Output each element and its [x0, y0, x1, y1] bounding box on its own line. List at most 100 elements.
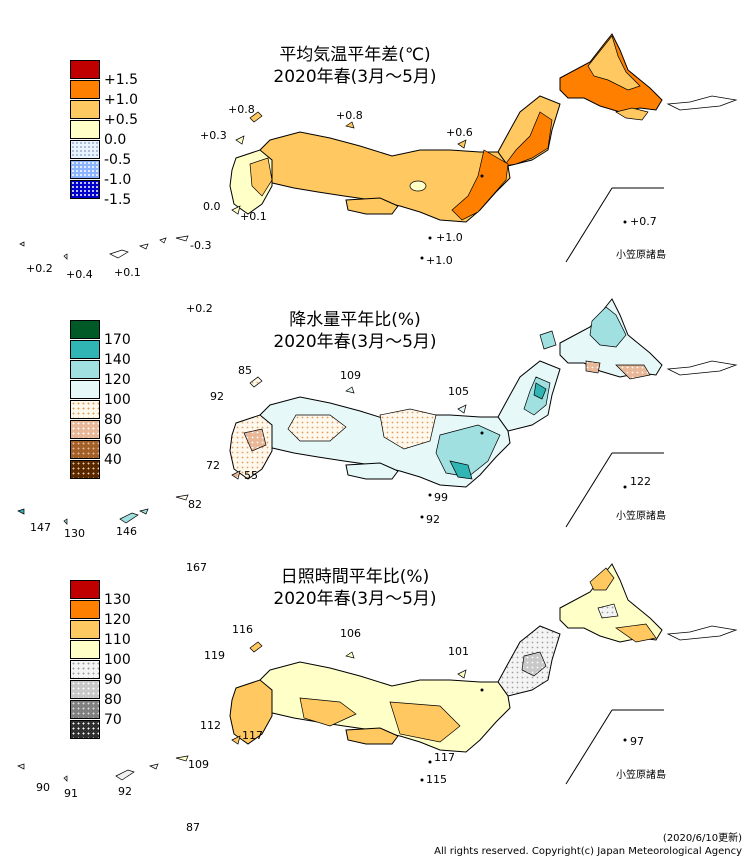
station-value: 109 [188, 758, 209, 771]
title-line2: 2020年春(3月～5月) [273, 332, 437, 352]
legend-label: 140 [104, 352, 131, 368]
station-value: 119 [204, 649, 225, 662]
station-value: 55 [244, 469, 258, 482]
station-value: 72 [206, 459, 220, 472]
station-value: 117 [434, 751, 455, 764]
station-value: +0.4 [66, 268, 93, 281]
legend-swatch [70, 620, 100, 639]
station-value: +0.6 [446, 126, 473, 139]
title-line1: 日照時間平年比(%) [280, 567, 430, 587]
station-value: 101 [448, 645, 469, 658]
station-value: 122 [630, 475, 651, 488]
station-value: 92 [426, 513, 440, 526]
temperature-map [19, 33, 738, 263]
station-value: 146 [116, 525, 137, 538]
legend-label: 0.0 [104, 132, 127, 148]
station-value: 116 [232, 623, 253, 636]
title-line1: 平均気温平年差(℃) [279, 45, 431, 65]
legend-swatch [70, 440, 100, 459]
legend-label: 170 [104, 332, 131, 348]
station-value: +0.3 [200, 129, 227, 142]
precipitation-ratio-panel: 降水量平年比(%) 2020年春(3月～5月) 170 140 120 100 … [0, 265, 750, 574]
station-value: +0.1 [240, 210, 267, 223]
title-line1: 降水量平年比(%) [289, 310, 421, 330]
legend: 170 140 120 100 80 60 40 [70, 320, 131, 480]
station-value: 90 [36, 781, 50, 794]
legend-swatch [70, 180, 100, 199]
legend-swatch [70, 320, 100, 339]
station-value: 106 [340, 627, 361, 640]
title-line2: 2020年春(3月～5月) [273, 67, 437, 87]
panel-title: 平均気温平年差(℃) 2020年春(3月～5月) [240, 44, 470, 88]
legend-swatch [70, 420, 100, 439]
legend-label: 100 [104, 392, 131, 408]
copyright: All rights reserved. Copyright(c) Japan … [434, 846, 742, 857]
legend-label: -1.0 [104, 172, 132, 188]
station-value: 82 [188, 498, 202, 511]
station-value: +0.8 [228, 103, 255, 116]
station-value: 130 [64, 527, 85, 540]
legend-swatch [70, 100, 100, 119]
station-value: +1.0 [436, 231, 463, 244]
legend-swatch [70, 140, 100, 159]
precipitation-map [17, 298, 738, 528]
ogasawara-label: 小笠原諸島 [616, 770, 666, 781]
legend-swatch [70, 680, 100, 699]
station-value: +0.2 [186, 302, 213, 315]
legend-swatch [70, 380, 100, 399]
station-value: 117 [242, 729, 263, 742]
legend: 130 120 110 100 90 80 70 [70, 580, 131, 740]
station-value: 167 [186, 561, 207, 574]
legend-label: 130 [104, 592, 131, 608]
station-value: 0.0 [203, 200, 221, 213]
legend-swatch [70, 80, 100, 99]
legend-label: 120 [104, 612, 131, 628]
panel-title: 日照時間平年比(%) 2020年春(3月～5月) [240, 566, 470, 610]
legend-swatch [70, 60, 100, 79]
panel-title: 降水量平年比(%) 2020年春(3月～5月) [240, 309, 470, 353]
legend-swatch [70, 660, 100, 679]
station-value: 112 [200, 719, 221, 732]
station-value: +1.0 [426, 254, 453, 267]
legend-swatch [70, 640, 100, 659]
station-value: 99 [434, 491, 448, 504]
update-date: (2020/6/10更新) [662, 833, 742, 844]
legend-label: -1.5 [104, 192, 132, 208]
legend-label: 90 [104, 672, 122, 688]
station-value: +0.8 [336, 109, 363, 122]
legend: +1.5 +1.0 +0.5 0.0 -0.5 -1.0 -1.5 [70, 60, 138, 208]
legend-label: 100 [104, 652, 131, 668]
legend-label: 80 [104, 692, 122, 708]
station-value: 92 [210, 390, 224, 403]
legend-swatch [70, 340, 100, 359]
ogasawara-label: 小笠原諸島 [616, 250, 666, 261]
legend-label: 110 [104, 632, 131, 648]
station-value: -0.3 [190, 239, 212, 252]
legend-label: -0.5 [104, 152, 132, 168]
legend-swatch [70, 580, 100, 599]
sunshine-map [17, 563, 738, 785]
legend-swatch [70, 400, 100, 419]
station-value: 92 [118, 785, 132, 798]
footer: (2020/6/10更新) All rights reserved. Copyr… [434, 832, 742, 858]
station-value: 147 [30, 521, 51, 534]
temperature-anomaly-panel: 平均気温平年差(℃) 2020年春(3月～5月) +1.5 +1.0 +0.5 … [0, 0, 750, 281]
station-value: 87 [186, 821, 200, 834]
station-value: 97 [630, 735, 644, 748]
legend-label: 120 [104, 372, 131, 388]
legend-swatch [70, 700, 100, 719]
station-value: +0.7 [630, 215, 657, 228]
sunshine-ratio-panel: 日照時間平年比(%) 2020年春(3月～5月) 130 120 110 100… [0, 530, 750, 834]
legend-swatch [70, 720, 100, 739]
legend-label: 80 [104, 412, 122, 428]
station-value: 109 [340, 369, 361, 382]
legend-swatch [70, 120, 100, 139]
legend-label: +1.0 [104, 92, 138, 108]
legend-swatch [70, 160, 100, 179]
station-value: 91 [64, 787, 78, 800]
station-value: 115 [426, 773, 447, 786]
legend-label: 60 [104, 432, 122, 448]
legend-swatch [70, 600, 100, 619]
station-value: 85 [238, 364, 252, 377]
station-value: +0.2 [26, 262, 53, 275]
